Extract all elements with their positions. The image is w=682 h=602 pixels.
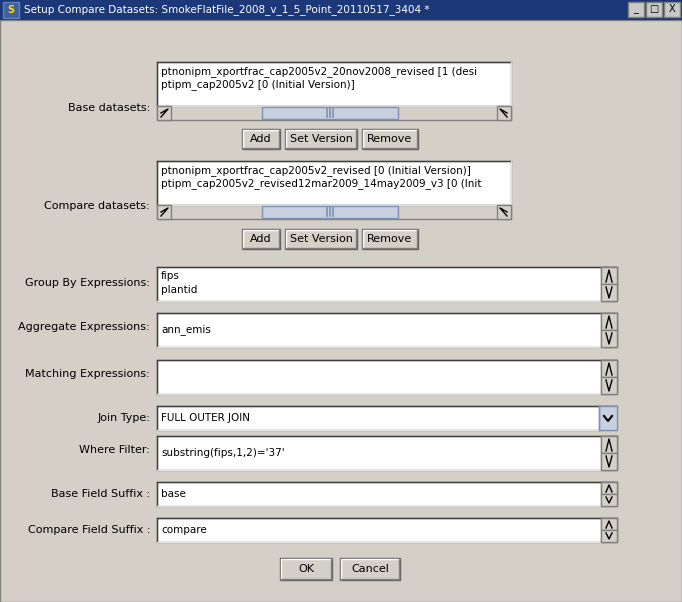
Bar	[601, 284, 617, 301]
Text: □: □	[649, 4, 659, 14]
Bar	[157, 205, 171, 219]
Text: Base datasets:: Base datasets:	[68, 103, 150, 113]
Bar	[628, 2, 644, 17]
Text: Compare Field Suffix :: Compare Field Suffix :	[27, 525, 150, 535]
Bar	[281, 559, 331, 579]
Bar	[363, 230, 417, 248]
Bar	[262, 107, 398, 119]
Text: Remove: Remove	[368, 234, 413, 244]
Text: substring(fips,1,2)='37': substring(fips,1,2)='37'	[161, 448, 284, 458]
Bar	[3, 2, 19, 18]
Bar	[157, 436, 617, 470]
Bar	[601, 377, 617, 394]
Bar	[646, 2, 662, 17]
Bar	[601, 360, 617, 394]
Bar	[242, 229, 280, 249]
Bar	[243, 130, 279, 148]
Bar	[157, 106, 171, 120]
Bar	[601, 518, 617, 530]
Bar	[157, 313, 617, 347]
Bar	[157, 106, 511, 120]
Bar	[340, 558, 400, 580]
Text: Add: Add	[250, 234, 272, 244]
Text: Compare datasets:: Compare datasets:	[44, 201, 150, 211]
Bar	[599, 406, 617, 430]
Bar	[0, 0, 682, 20]
Bar	[601, 436, 617, 453]
Text: X: X	[668, 4, 675, 14]
Text: _: _	[634, 4, 638, 14]
Bar	[157, 62, 511, 106]
Bar	[157, 161, 511, 205]
Text: ptipm_cap2005v2 [0 (Initial Version)]: ptipm_cap2005v2 [0 (Initial Version)]	[161, 79, 355, 90]
Bar	[497, 205, 511, 219]
Text: Cancel: Cancel	[351, 564, 389, 574]
Bar	[157, 267, 617, 301]
Text: OK: OK	[298, 564, 314, 574]
Bar	[601, 494, 617, 506]
Text: ptnonipm_xportfrac_cap2005v2_revised [0 (Initial Version)]: ptnonipm_xportfrac_cap2005v2_revised [0 …	[161, 165, 471, 176]
Text: Setup Compare Datasets: SmokeFlatFile_2008_v_1_5_Point_20110517_3404 *: Setup Compare Datasets: SmokeFlatFile_20…	[24, 5, 430, 16]
Text: ptnonipm_xportfrac_cap2005v2_20nov2008_revised [1 (desi: ptnonipm_xportfrac_cap2005v2_20nov2008_r…	[161, 66, 477, 77]
Text: Add: Add	[250, 134, 272, 144]
Text: base: base	[161, 489, 186, 499]
Bar	[285, 129, 357, 149]
Bar	[262, 206, 398, 218]
Bar	[601, 267, 617, 284]
Bar	[157, 205, 511, 219]
Bar	[157, 518, 617, 542]
Text: Join Type:: Join Type:	[97, 413, 150, 423]
Bar	[0, 0, 622, 20]
Bar	[601, 313, 617, 330]
Text: ptipm_cap2005v2_revised12mar2009_14may2009_v3 [0 (Init: ptipm_cap2005v2_revised12mar2009_14may20…	[161, 178, 481, 189]
Bar	[601, 313, 617, 347]
Bar	[497, 106, 511, 120]
Bar	[601, 436, 617, 470]
Text: Group By Expressions:: Group By Expressions:	[25, 278, 150, 288]
Bar	[601, 330, 617, 347]
Text: FULL OUTER JOIN: FULL OUTER JOIN	[161, 413, 250, 423]
Bar	[601, 453, 617, 470]
Bar	[157, 482, 617, 506]
Bar	[341, 559, 399, 579]
Bar	[601, 360, 617, 377]
Bar	[243, 230, 279, 248]
Text: plantid: plantid	[161, 285, 197, 295]
Text: Remove: Remove	[368, 134, 413, 144]
Bar	[280, 558, 332, 580]
Bar	[0, 0, 622, 20]
Bar	[157, 360, 617, 394]
Bar	[157, 406, 617, 430]
Bar	[286, 130, 356, 148]
Bar	[601, 530, 617, 542]
Bar	[286, 230, 356, 248]
Text: fips: fips	[161, 271, 180, 281]
Text: Where Filter:: Where Filter:	[79, 445, 150, 455]
Bar	[363, 130, 417, 148]
Text: ann_emis: ann_emis	[161, 324, 211, 335]
Bar	[601, 482, 617, 506]
Bar	[242, 129, 280, 149]
Text: Aggregate Expressions:: Aggregate Expressions:	[18, 322, 150, 332]
Text: compare: compare	[161, 525, 207, 535]
Text: S: S	[8, 5, 14, 15]
Text: Matching Expressions:: Matching Expressions:	[25, 369, 150, 379]
Bar	[362, 129, 418, 149]
Bar	[601, 267, 617, 301]
Bar	[601, 482, 617, 494]
Text: Base Field Suffix :: Base Field Suffix :	[51, 489, 150, 499]
Text: Set Version: Set Version	[290, 134, 353, 144]
Bar	[664, 2, 680, 17]
Bar	[362, 229, 418, 249]
Bar	[601, 518, 617, 542]
Text: Set Version: Set Version	[290, 234, 353, 244]
Bar	[285, 229, 357, 249]
